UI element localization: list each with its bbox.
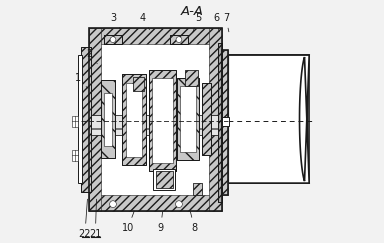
Circle shape [176, 37, 182, 43]
Bar [78, 55, 82, 183]
Bar [122, 74, 146, 165]
Bar [202, 83, 211, 155]
Bar [133, 77, 144, 91]
Bar [91, 128, 221, 135]
Text: 8: 8 [190, 211, 197, 233]
Text: 2: 2 [86, 49, 97, 64]
Bar [89, 28, 221, 44]
Bar [149, 69, 176, 171]
Bar [133, 77, 144, 91]
Bar [218, 43, 222, 202]
Bar [91, 115, 221, 129]
Bar [122, 74, 146, 165]
Bar [104, 35, 122, 44]
Circle shape [109, 201, 116, 208]
Bar [180, 87, 196, 152]
Bar [89, 28, 222, 211]
Text: 10: 10 [122, 211, 134, 233]
Bar [222, 50, 228, 195]
Bar [170, 35, 188, 44]
Text: 7: 7 [223, 13, 229, 32]
Text: 22: 22 [79, 199, 91, 239]
Bar [156, 171, 173, 188]
Circle shape [175, 201, 182, 208]
Bar [193, 183, 202, 195]
Bar [228, 55, 309, 183]
Circle shape [110, 37, 116, 43]
Bar [89, 28, 101, 211]
Bar [126, 83, 142, 156]
Bar [101, 80, 115, 158]
Bar [149, 69, 176, 171]
Bar [72, 150, 78, 161]
Bar [101, 80, 115, 158]
Bar [72, 116, 78, 127]
Text: 1: 1 [75, 73, 88, 88]
Bar [91, 117, 221, 128]
Bar [101, 44, 209, 195]
Bar [104, 93, 112, 146]
Text: 6: 6 [213, 13, 219, 32]
Bar [185, 69, 198, 87]
Bar [193, 183, 202, 195]
Bar [222, 117, 230, 126]
Bar [153, 169, 175, 190]
Bar [218, 43, 222, 202]
Bar [177, 78, 199, 160]
Bar [209, 28, 222, 211]
Text: 4: 4 [139, 13, 149, 30]
Bar [170, 35, 188, 44]
Bar [81, 47, 91, 191]
Text: 3: 3 [111, 13, 121, 30]
Bar [222, 50, 228, 195]
Bar [202, 83, 211, 155]
Bar [177, 78, 199, 160]
Polygon shape [228, 55, 309, 183]
Text: 21: 21 [89, 199, 101, 239]
Text: 9: 9 [157, 211, 164, 233]
Bar [81, 47, 91, 191]
Bar [185, 69, 198, 87]
Bar [152, 78, 173, 163]
Bar [104, 35, 122, 44]
Text: 5: 5 [193, 13, 201, 32]
Bar [89, 195, 221, 211]
Text: A-A: A-A [180, 5, 204, 18]
Bar [156, 171, 173, 188]
